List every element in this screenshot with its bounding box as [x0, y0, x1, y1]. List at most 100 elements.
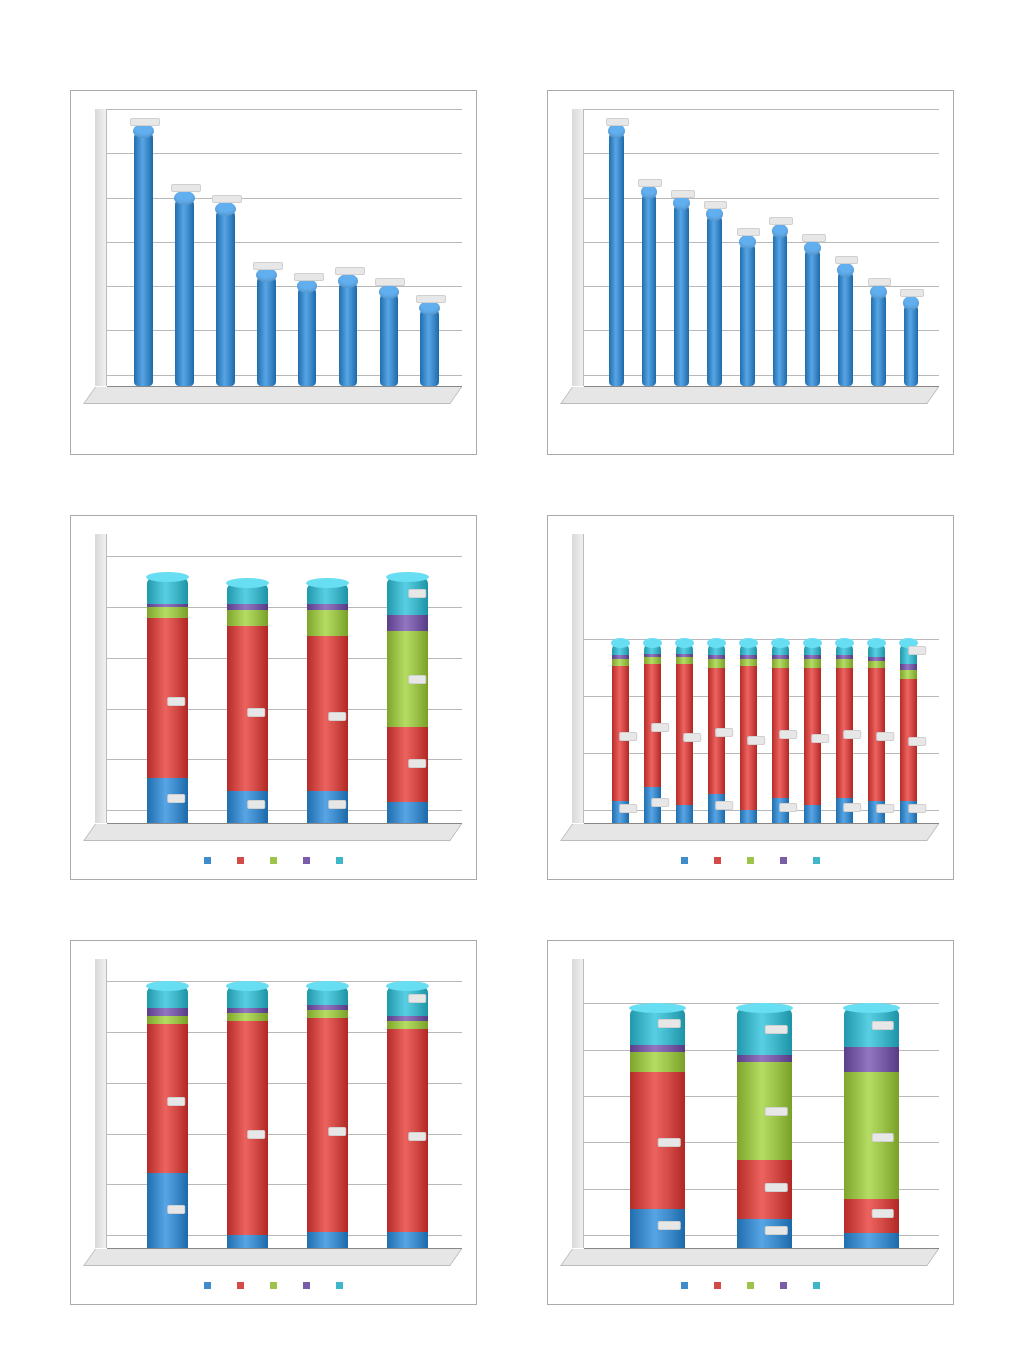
legend-swatch	[780, 1282, 787, 1289]
axis-wall	[95, 959, 107, 1248]
page	[0, 0, 1024, 1365]
plot-area	[594, 639, 935, 823]
legend	[548, 849, 953, 871]
bar	[904, 303, 919, 386]
chart-area	[572, 534, 939, 841]
bar	[642, 192, 657, 386]
bar-segment	[844, 1047, 899, 1071]
value-chip	[294, 273, 324, 281]
bar-segment	[147, 1008, 188, 1016]
bar-segment	[147, 577, 188, 604]
plot-area	[117, 556, 458, 823]
bar-segment	[740, 643, 757, 656]
value-chip	[408, 994, 426, 1003]
bar-segment	[387, 1029, 428, 1232]
chart-panel	[70, 515, 477, 880]
chart-panel	[70, 90, 477, 455]
legend-swatch	[204, 1282, 211, 1289]
stacked-bar	[844, 1008, 899, 1248]
plot-area	[117, 981, 458, 1248]
value-chip	[212, 195, 242, 203]
value-chip	[872, 1021, 894, 1030]
value-chip	[328, 800, 346, 809]
stacked-bar	[836, 643, 853, 823]
bar-segment	[644, 643, 661, 654]
plot-area	[117, 109, 458, 386]
bar-segment	[147, 604, 188, 607]
stacked-bar	[147, 986, 188, 1248]
legend-swatch	[237, 857, 244, 864]
bar-segment	[612, 659, 629, 666]
value-chip	[835, 256, 858, 264]
legend-swatch	[270, 857, 277, 864]
bar-segment	[227, 1235, 268, 1248]
value-chip	[876, 804, 894, 813]
bar-segment	[387, 1016, 428, 1021]
bar-segment	[387, 615, 428, 631]
value-chip	[737, 228, 760, 236]
value-chip	[253, 262, 283, 270]
axis-floor	[572, 1248, 939, 1266]
value-chip	[658, 1221, 680, 1230]
stacked-bar	[630, 1008, 685, 1248]
bar-segment	[868, 643, 885, 657]
bar-segment	[740, 659, 757, 666]
bar	[740, 242, 755, 386]
bar	[257, 275, 276, 386]
bar	[609, 131, 624, 386]
bar-segment	[708, 643, 725, 656]
bar-segment	[836, 659, 853, 668]
value-chip	[248, 708, 266, 717]
stacked-bar	[227, 583, 268, 823]
value-chip	[769, 217, 792, 225]
bar-segment	[307, 986, 348, 1005]
axis-floor	[95, 823, 462, 841]
bar-segment	[227, 986, 268, 1007]
value-chip	[868, 278, 891, 286]
value-chip	[606, 118, 629, 126]
bar-segment	[804, 805, 821, 823]
value-chip	[765, 1226, 787, 1235]
bar-segment	[227, 583, 268, 604]
value-chip	[704, 201, 727, 209]
stacked-bar	[307, 986, 348, 1248]
bar-segment	[900, 664, 917, 669]
bar-segment	[900, 670, 917, 679]
value-chip	[715, 801, 733, 810]
legend	[548, 1274, 953, 1296]
chart-area	[95, 109, 462, 404]
value-chip	[619, 804, 637, 813]
value-chip	[872, 1209, 894, 1218]
value-chip	[765, 1183, 787, 1192]
value-chip	[328, 1127, 346, 1136]
bar	[298, 286, 317, 386]
stacked-bar	[737, 1008, 792, 1248]
value-chip	[765, 1025, 787, 1034]
legend-swatch	[303, 1282, 310, 1289]
axis-wall	[572, 534, 584, 823]
bar-segment	[868, 661, 885, 668]
legend-swatch	[681, 857, 688, 864]
stacked-bar	[868, 643, 885, 823]
value-chip	[658, 1138, 680, 1147]
bar	[380, 292, 399, 386]
value-chip	[375, 278, 405, 286]
chart-area	[572, 959, 939, 1266]
legend-swatch	[714, 857, 721, 864]
stacked-bar	[307, 583, 348, 823]
value-chip	[715, 728, 733, 737]
legend-swatch	[204, 857, 211, 864]
value-chip	[844, 803, 862, 812]
value-chip	[248, 1130, 266, 1139]
bar-segment	[737, 1055, 792, 1062]
bar	[674, 203, 689, 386]
value-chip	[780, 730, 798, 739]
legend-swatch	[336, 1282, 343, 1289]
legend-swatch	[336, 857, 343, 864]
chart-panel	[547, 940, 954, 1305]
bar-segment	[708, 655, 725, 659]
bar-segment	[227, 604, 268, 609]
bar-segment	[147, 607, 188, 618]
bar	[420, 308, 439, 386]
bar-segment	[868, 657, 885, 661]
